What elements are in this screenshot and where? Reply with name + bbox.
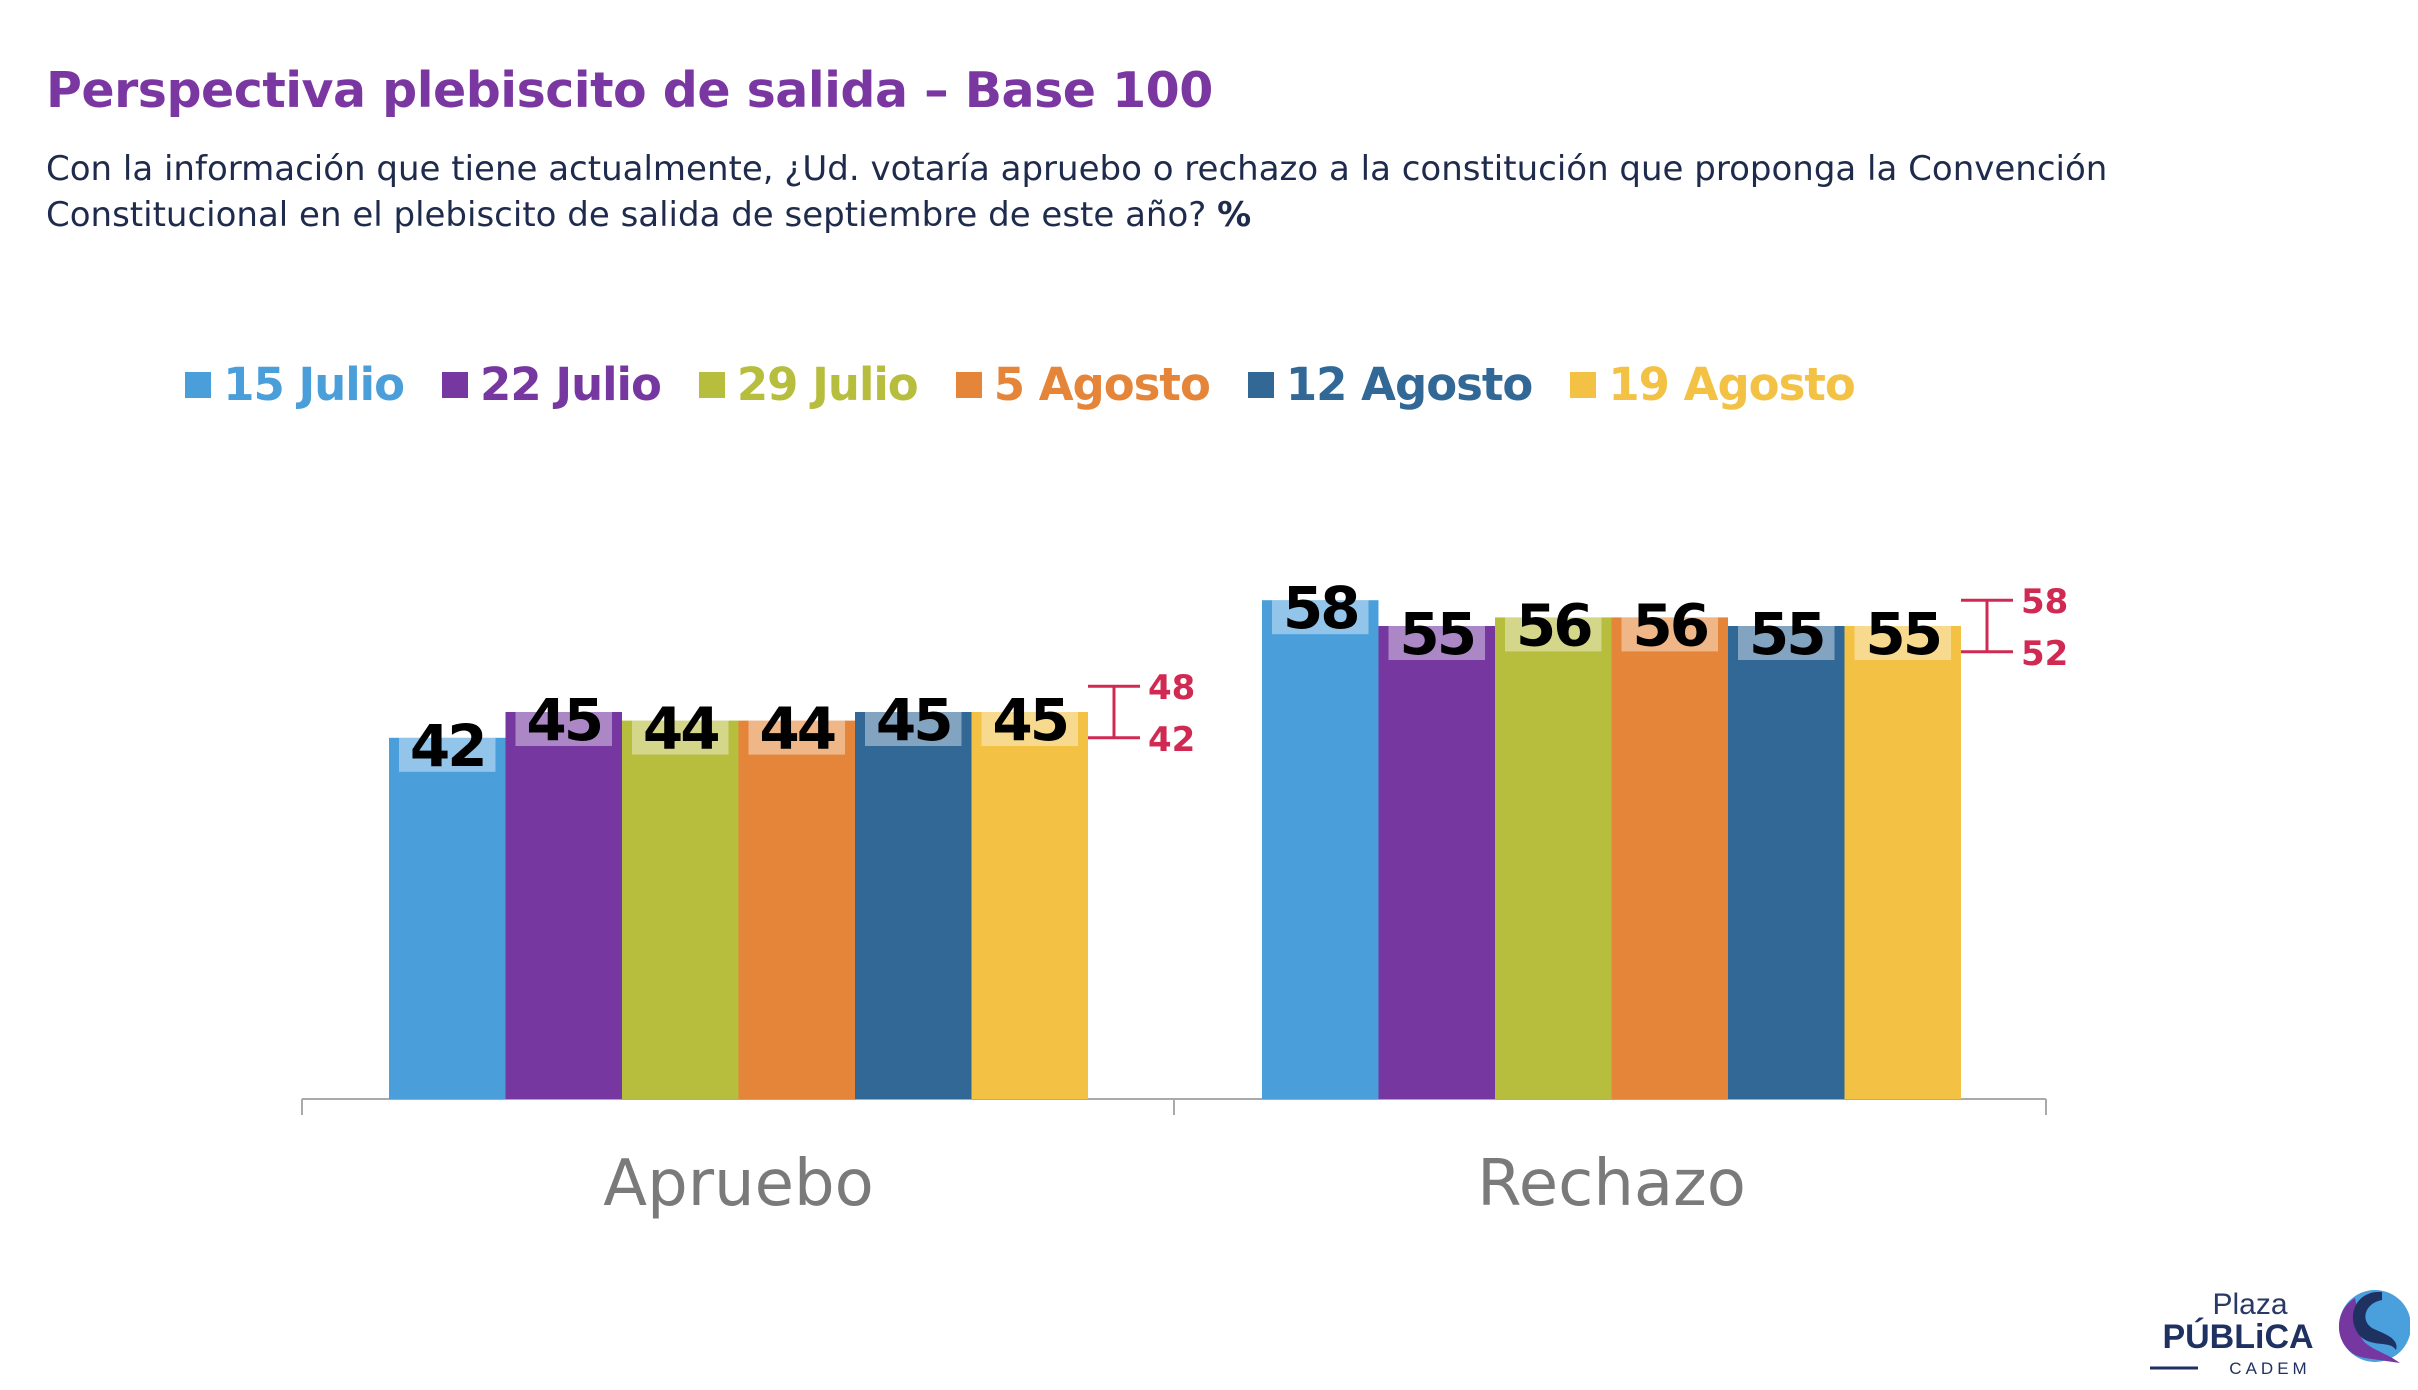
- bar-label-background: [399, 737, 496, 772]
- bar-value-label: 58: [1283, 574, 1358, 642]
- bar-label-background: [865, 712, 962, 746]
- bar: [1262, 600, 1379, 1099]
- bar-value-label: 56: [1632, 591, 1707, 659]
- bar-label-background: [1272, 600, 1369, 635]
- bar: [1495, 617, 1612, 1099]
- bar-label-background: [632, 720, 729, 755]
- error-low-label: 52: [2021, 634, 2068, 674]
- chart-subtitle: Con la información que tiene actualmente…: [46, 146, 2246, 238]
- bar-label-background: [1738, 626, 1835, 660]
- legend-item: 15 Julio: [185, 358, 405, 411]
- bar: [389, 737, 506, 1099]
- category-label: Apruebo: [603, 1147, 873, 1221]
- bar: [1378, 626, 1495, 1099]
- bar-label-background: [748, 720, 845, 755]
- bar-label-background: [1505, 617, 1602, 652]
- error-high-label: 48: [1148, 668, 1195, 708]
- legend-swatch: [1570, 371, 1597, 398]
- bar-value-label: 45: [876, 686, 951, 754]
- error-high-label: 58: [2021, 582, 2068, 622]
- bar-label-background: [1388, 626, 1485, 660]
- legend-item: 29 Julio: [698, 358, 919, 411]
- svg-text:PÚBLiCA: PÚBLiCA: [2162, 1318, 2313, 1356]
- svg-text:CADEM: CADEM: [2229, 1359, 2310, 1378]
- bar-value-label: 55: [1865, 600, 1940, 668]
- bar: [855, 712, 972, 1099]
- category-label: Rechazo: [1477, 1147, 1746, 1221]
- bar-label-background: [1854, 626, 1951, 660]
- bar: [1728, 626, 1845, 1099]
- legend-swatch: [1247, 371, 1274, 398]
- legend-label: 5 Agosto: [993, 358, 1211, 411]
- bar-value-label: 55: [1749, 600, 1824, 668]
- bar-label-background: [981, 712, 1078, 746]
- legend-label: 15 Julio: [223, 358, 405, 411]
- legend: 15 Julio 22 Julio 29 Julio 5 Agosto 12 Agost…: [0, 358, 2040, 411]
- bar: [738, 720, 855, 1099]
- chart-title: Perspectiva plebiscito de salida – Base …: [46, 62, 1213, 119]
- bar: [1611, 617, 1728, 1099]
- bar-label-background: [515, 712, 612, 746]
- legend-label: 19 Agosto: [1608, 358, 1855, 411]
- legend-label: 12 Agosto: [1285, 358, 1533, 411]
- bar-value-label: 42: [410, 712, 485, 780]
- error-low-label: 42: [1148, 720, 1195, 760]
- legend-item: 12 Agosto: [1247, 358, 1533, 411]
- bar: [622, 720, 739, 1099]
- bar: [971, 712, 1088, 1099]
- legend-item: 5 Agosto: [955, 358, 1211, 411]
- legend-swatch: [442, 371, 469, 398]
- plaza-publica-cadem-logo: Plaza PÚBLiCA CADEM: [2150, 1288, 2410, 1378]
- legend-swatch: [698, 371, 725, 398]
- legend-item: 22 Julio: [442, 358, 662, 411]
- legend-label: 22 Julio: [480, 358, 662, 411]
- legend-swatch: [955, 371, 982, 398]
- legend-item: 19 Agosto: [1570, 358, 1856, 411]
- bar-value-label: 56: [1516, 591, 1591, 659]
- bar-value-label: 55: [1399, 600, 1474, 668]
- legend-swatch: [185, 371, 212, 398]
- bar-value-label: 44: [643, 695, 718, 763]
- svg-text:Plaza: Plaza: [2212, 1288, 2287, 1321]
- legend-label: 29 Julio: [736, 358, 919, 411]
- bar: [505, 712, 622, 1099]
- bar-value-label: 45: [992, 686, 1067, 754]
- bar-label-background: [1621, 617, 1718, 652]
- bar-value-label: 44: [759, 695, 834, 763]
- subtitle-unit: %: [1217, 195, 1252, 235]
- bar-value-label: 45: [526, 686, 601, 754]
- bar: [1844, 626, 1961, 1099]
- subtitle-text: Con la información que tiene actualmente…: [46, 149, 2108, 235]
